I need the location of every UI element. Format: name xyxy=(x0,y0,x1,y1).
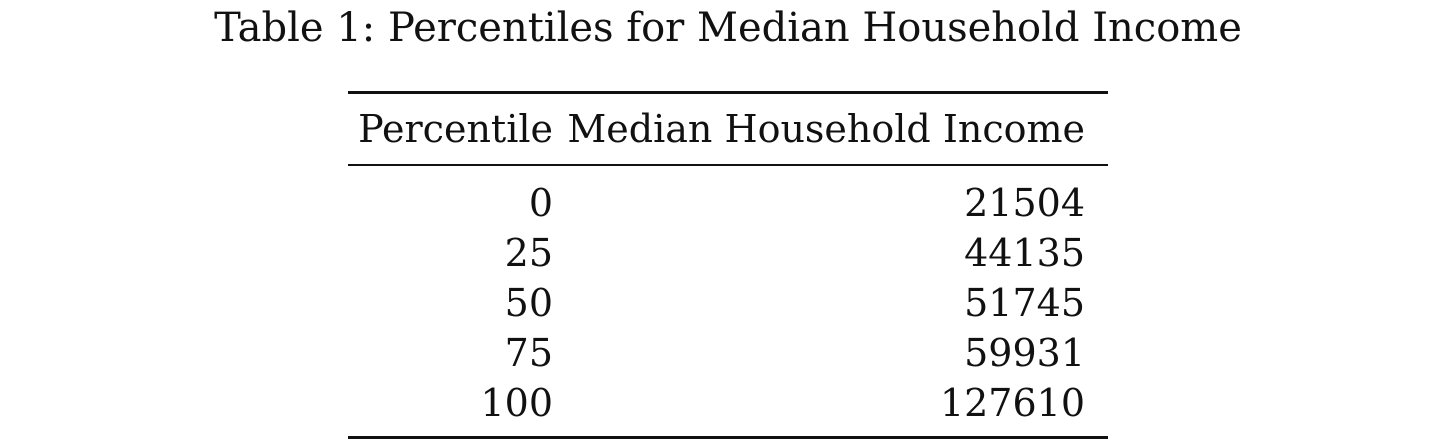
percentiles-table: Percentile Median Household Income 0 215… xyxy=(348,91,1108,439)
income-cell: 59931 xyxy=(964,331,1085,375)
percentile-cell: 25 xyxy=(504,231,553,275)
header-percentile: Percentile xyxy=(358,107,553,151)
percentile-cell: 75 xyxy=(504,331,553,375)
income-cell: 51745 xyxy=(964,281,1085,325)
percentile-cell: 100 xyxy=(480,381,553,425)
table-row: 100 127610 xyxy=(348,378,1108,428)
income-cell: 127610 xyxy=(939,381,1085,425)
percentile-cell: 50 xyxy=(504,281,553,325)
top-rule xyxy=(348,91,1108,94)
bottom-rule xyxy=(348,436,1108,439)
table-body: 0 21504 25 44135 50 51745 75 59931 100 1… xyxy=(348,166,1108,436)
table-row: 25 44135 xyxy=(348,228,1108,278)
table-row: 75 59931 xyxy=(348,328,1108,378)
table-row: 50 51745 xyxy=(348,278,1108,328)
header-median-household-income: Median Household Income xyxy=(567,107,1085,151)
header-rule xyxy=(348,164,1108,166)
table-row: 0 21504 xyxy=(348,178,1108,228)
percentile-cell: 0 xyxy=(528,181,553,225)
table-caption: Table 1: Percentiles for Median Househol… xyxy=(214,5,1242,51)
table-header-row: Percentile Median Household Income xyxy=(348,94,1108,164)
income-cell: 21504 xyxy=(964,181,1085,225)
income-cell: 44135 xyxy=(964,231,1085,275)
